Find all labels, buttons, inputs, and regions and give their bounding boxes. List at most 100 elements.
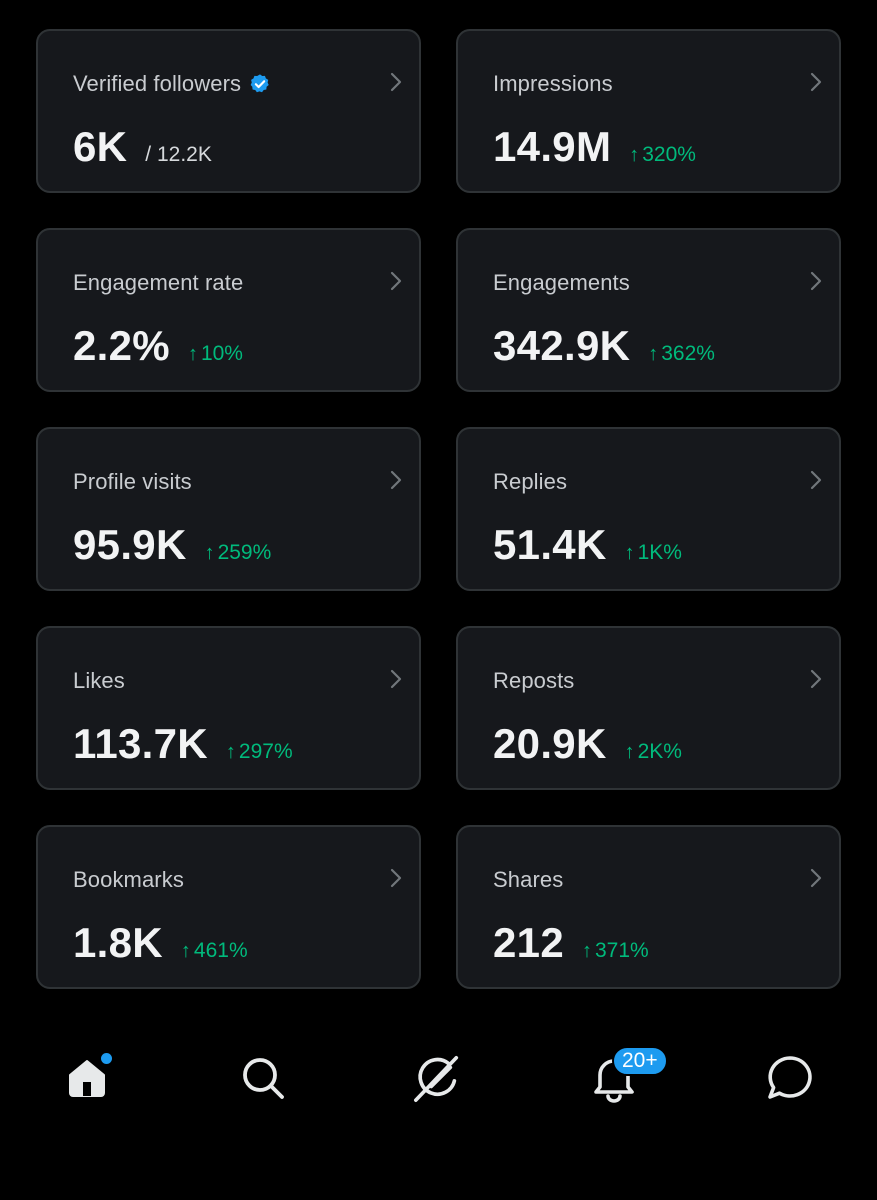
metric-label: Shares bbox=[493, 867, 563, 893]
chevron-right-icon bbox=[810, 868, 822, 888]
metric-card-profile-visits[interactable]: Profile visits 95.9K ↑ 259% bbox=[36, 427, 421, 591]
metric-value: 2.2% bbox=[73, 322, 170, 369]
metric-value: 1.8K bbox=[73, 919, 163, 966]
arrow-up-icon: ↑ bbox=[204, 542, 215, 564]
metric-change-value: 2K% bbox=[637, 740, 682, 763]
metric-change-value: 10% bbox=[200, 342, 243, 365]
metric-change-value: 1K% bbox=[637, 541, 682, 564]
metric-value: 20.9K bbox=[493, 720, 607, 767]
metric-change: ↑ 362% bbox=[648, 342, 715, 366]
metric-value-row: 95.9K ↑ 259% bbox=[73, 521, 271, 569]
verified-badge-icon bbox=[250, 74, 269, 93]
metric-change-value: 362% bbox=[661, 342, 715, 365]
metric-label: Likes bbox=[73, 668, 125, 694]
metric-value-row: 51.4K ↑ 1K% bbox=[493, 521, 682, 569]
metric-label: Reposts bbox=[493, 668, 574, 694]
metric-label: Verified followers bbox=[73, 71, 271, 97]
metric-change: ↑ 320% bbox=[629, 143, 696, 167]
metric-label: Engagement rate bbox=[73, 270, 243, 296]
metric-change-value: 297% bbox=[238, 740, 293, 763]
metrics-grid: Verified followers 6K / 12.2K Impression… bbox=[36, 29, 841, 989]
metric-change-value: 320% bbox=[642, 143, 696, 166]
metric-total: / 12.2K bbox=[145, 143, 212, 166]
chevron-right-icon bbox=[810, 470, 822, 490]
metric-label-text: Bookmarks bbox=[73, 867, 184, 892]
metric-change-value: 371% bbox=[594, 939, 649, 962]
metric-change: ↑ 371% bbox=[582, 939, 649, 963]
metric-label: Engagements bbox=[493, 270, 630, 296]
unread-dot bbox=[101, 1053, 112, 1064]
nav-notifications[interactable]: 20+ bbox=[588, 1046, 668, 1104]
metric-card-reposts[interactable]: Reposts 20.9K ↑ 2K% bbox=[456, 626, 841, 790]
metric-label-text: Reposts bbox=[493, 668, 575, 693]
metric-card-engagement-rate[interactable]: Engagement rate 2.2% ↑ 10% bbox=[36, 228, 421, 392]
chevron-right-icon bbox=[390, 669, 402, 689]
nav-messages[interactable] bbox=[764, 1052, 816, 1104]
metric-label-text: Likes bbox=[73, 668, 125, 693]
metric-label-text: Profile visits bbox=[73, 469, 192, 494]
metric-value: 113.7K bbox=[73, 720, 208, 767]
metric-change: ↑ 297% bbox=[226, 740, 293, 764]
metric-change-value: 259% bbox=[217, 541, 272, 564]
arrow-up-icon: ↑ bbox=[624, 542, 635, 564]
chevron-right-icon bbox=[390, 470, 402, 490]
nav-search[interactable] bbox=[237, 1052, 289, 1104]
metric-card-bookmarks[interactable]: Bookmarks 1.8K ↑ 461% bbox=[36, 825, 421, 989]
metric-change: ↑ 461% bbox=[181, 939, 248, 963]
arrow-up-icon: ↑ bbox=[187, 343, 198, 365]
metric-value-row: 6K / 12.2K bbox=[73, 123, 212, 171]
metric-label: Replies bbox=[493, 469, 567, 495]
chevron-right-icon bbox=[810, 669, 822, 689]
metric-label: Bookmarks bbox=[73, 867, 184, 893]
metric-label-text: Engagement rate bbox=[73, 270, 244, 295]
arrow-up-icon: ↑ bbox=[629, 144, 640, 166]
metric-value: 212 bbox=[493, 919, 564, 966]
metric-change: ↑ 259% bbox=[205, 541, 272, 565]
metric-label-text: Impressions bbox=[493, 71, 613, 96]
metric-change: ↑ 1K% bbox=[625, 541, 682, 565]
metric-value-row: 1.8K ↑ 461% bbox=[73, 919, 248, 967]
metric-value: 6K bbox=[73, 123, 128, 170]
bottom-nav: 20+ bbox=[0, 1030, 877, 1120]
arrow-up-icon: ↑ bbox=[581, 940, 592, 962]
metric-value-row: 14.9M ↑ 320% bbox=[493, 123, 696, 171]
metric-label: Impressions bbox=[493, 71, 613, 97]
home-icon bbox=[69, 1060, 105, 1097]
arrow-up-icon: ↑ bbox=[648, 343, 659, 365]
metric-label: Profile visits bbox=[73, 469, 192, 495]
messages-icon bbox=[768, 1056, 812, 1099]
metric-value-row: 20.9K ↑ 2K% bbox=[493, 720, 682, 768]
arrow-up-icon: ↑ bbox=[180, 940, 191, 962]
metric-card-engagements[interactable]: Engagements 342.9K ↑ 362% bbox=[456, 228, 841, 392]
chevron-right-icon bbox=[390, 868, 402, 888]
chevron-right-icon bbox=[390, 271, 402, 291]
metric-value-row: 212 ↑ 371% bbox=[493, 919, 649, 967]
arrow-up-icon: ↑ bbox=[225, 741, 236, 763]
search-icon bbox=[243, 1058, 284, 1099]
chevron-right-icon bbox=[810, 271, 822, 291]
metric-change-value: 461% bbox=[193, 939, 248, 962]
metric-label-text: Shares bbox=[493, 867, 564, 892]
metric-card-likes[interactable]: Likes 113.7K ↑ 297% bbox=[36, 626, 421, 790]
metric-label-text: Engagements bbox=[493, 270, 630, 295]
metric-card-impressions[interactable]: Impressions 14.9M ↑ 320% bbox=[456, 29, 841, 193]
arrow-up-icon: ↑ bbox=[624, 741, 635, 763]
metric-value: 342.9K bbox=[493, 322, 631, 369]
grok-icon bbox=[414, 1055, 459, 1102]
metric-card-verified-followers[interactable]: Verified followers 6K / 12.2K bbox=[36, 29, 421, 193]
metric-card-replies[interactable]: Replies 51.4K ↑ 1K% bbox=[456, 427, 841, 591]
metric-label-text: Verified followers bbox=[73, 71, 242, 96]
metric-card-shares[interactable]: Shares 212 ↑ 371% bbox=[456, 825, 841, 989]
notifications-badge: 20+ bbox=[612, 1046, 668, 1076]
metric-change: ↑ 2K% bbox=[625, 740, 682, 764]
chevron-right-icon bbox=[390, 72, 402, 92]
metric-change: ↑ 10% bbox=[188, 342, 243, 366]
metric-value-row: 113.7K ↑ 297% bbox=[73, 720, 293, 768]
nav-home[interactable] bbox=[61, 1052, 113, 1104]
metric-value: 95.9K bbox=[73, 521, 187, 568]
nav-grok[interactable] bbox=[412, 1052, 464, 1104]
metric-value: 51.4K bbox=[493, 521, 607, 568]
metric-value-row: 342.9K ↑ 362% bbox=[493, 322, 715, 370]
metric-value: 14.9M bbox=[493, 123, 612, 170]
chevron-right-icon bbox=[810, 72, 822, 92]
